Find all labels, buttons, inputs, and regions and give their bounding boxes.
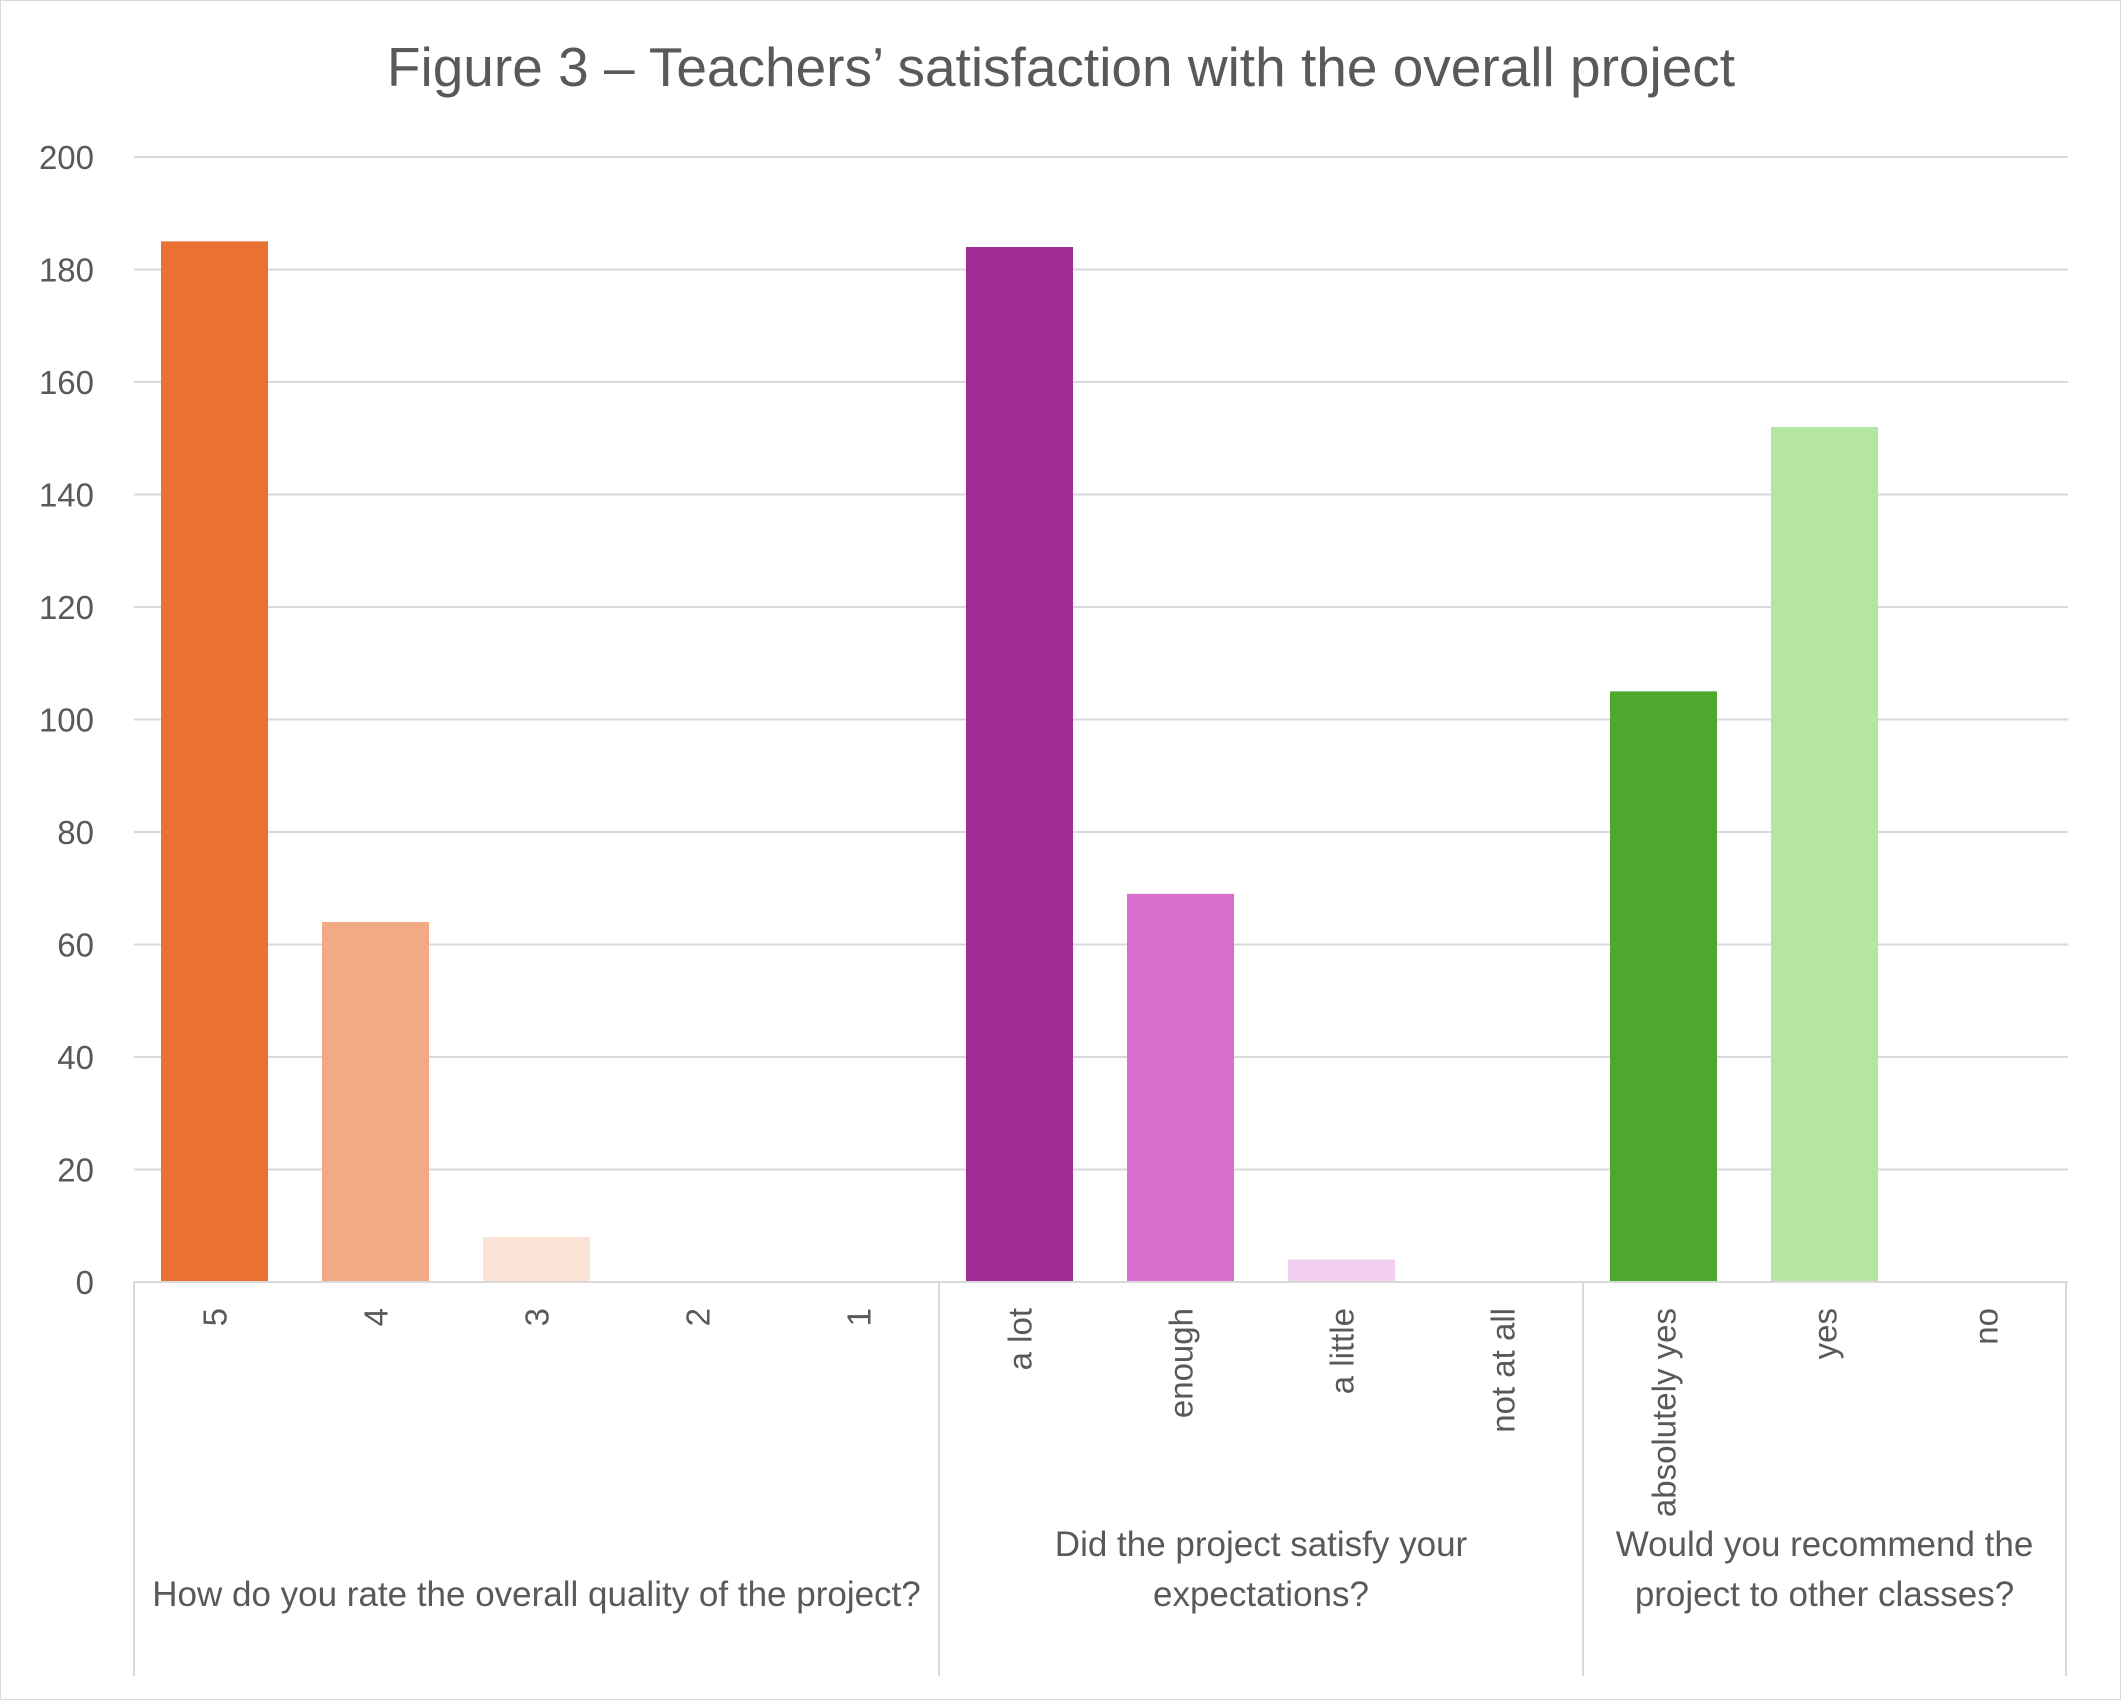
- x-axis: [133, 1281, 2068, 1676]
- y-tick-label: 200: [39, 139, 94, 176]
- y-axis-ticks: 0 20 40 60 80 100 120 140 160 180 200: [39, 139, 94, 1301]
- bar: [1610, 691, 1717, 1282]
- y-tick-label: 160: [39, 364, 94, 401]
- x-tick-label: 2: [680, 1308, 717, 1326]
- x-tick-label: no: [1968, 1308, 2005, 1345]
- x-tick-label: absolutely yes: [1646, 1308, 1683, 1517]
- bar: [1288, 1259, 1395, 1282]
- y-tick-label: 20: [57, 1152, 94, 1189]
- x-group-label: Would you recommend the: [1616, 1525, 2034, 1564]
- chart-title: Figure 3 – Teachers’ satisfaction with t…: [387, 36, 1735, 98]
- x-tick-label: a lot: [1002, 1308, 1039, 1370]
- x-tick-label: not at all: [1485, 1308, 1522, 1433]
- x-tick-label: 3: [519, 1308, 556, 1326]
- y-tick-label: 80: [57, 814, 94, 851]
- y-tick-label: 180: [39, 252, 94, 289]
- x-axis-category-labels: 5 4 3 2 1 a lot enough a little not at all absolu…: [197, 1308, 2005, 1517]
- bar: [161, 241, 268, 1282]
- y-tick-label: 140: [39, 477, 94, 514]
- bar: [1771, 427, 1878, 1282]
- y-tick-label: 40: [57, 1039, 94, 1076]
- x-tick-label: 1: [841, 1308, 878, 1326]
- y-tick-label: 60: [57, 927, 94, 964]
- x-group-label: expectations?: [1153, 1575, 1369, 1614]
- x-group-label: How do you rate the overall quality of t…: [152, 1575, 921, 1614]
- y-tick-label: 100: [39, 702, 94, 739]
- y-tick-label: 0: [76, 1264, 94, 1301]
- bar: [1127, 893, 1234, 1282]
- y-tick-label: 120: [39, 589, 94, 626]
- x-tick-label: 5: [197, 1308, 234, 1326]
- gridlines: [134, 156, 2068, 1171]
- x-tick-label: enough: [1163, 1308, 1200, 1418]
- x-group-label: Did the project satisfy your: [1055, 1525, 1468, 1564]
- x-tick-label: yes: [1807, 1308, 1844, 1359]
- x-tick-label: a little: [1324, 1308, 1361, 1394]
- bar: [966, 247, 1073, 1282]
- x-group-label: project to other classes?: [1635, 1575, 2014, 1614]
- x-tick-label: 4: [358, 1308, 395, 1326]
- bar: [322, 922, 429, 1282]
- x-axis-group-labels: How do you rate the overall quality of t…: [152, 1525, 2033, 1614]
- bar: [483, 1237, 590, 1282]
- bars: [161, 241, 1878, 1282]
